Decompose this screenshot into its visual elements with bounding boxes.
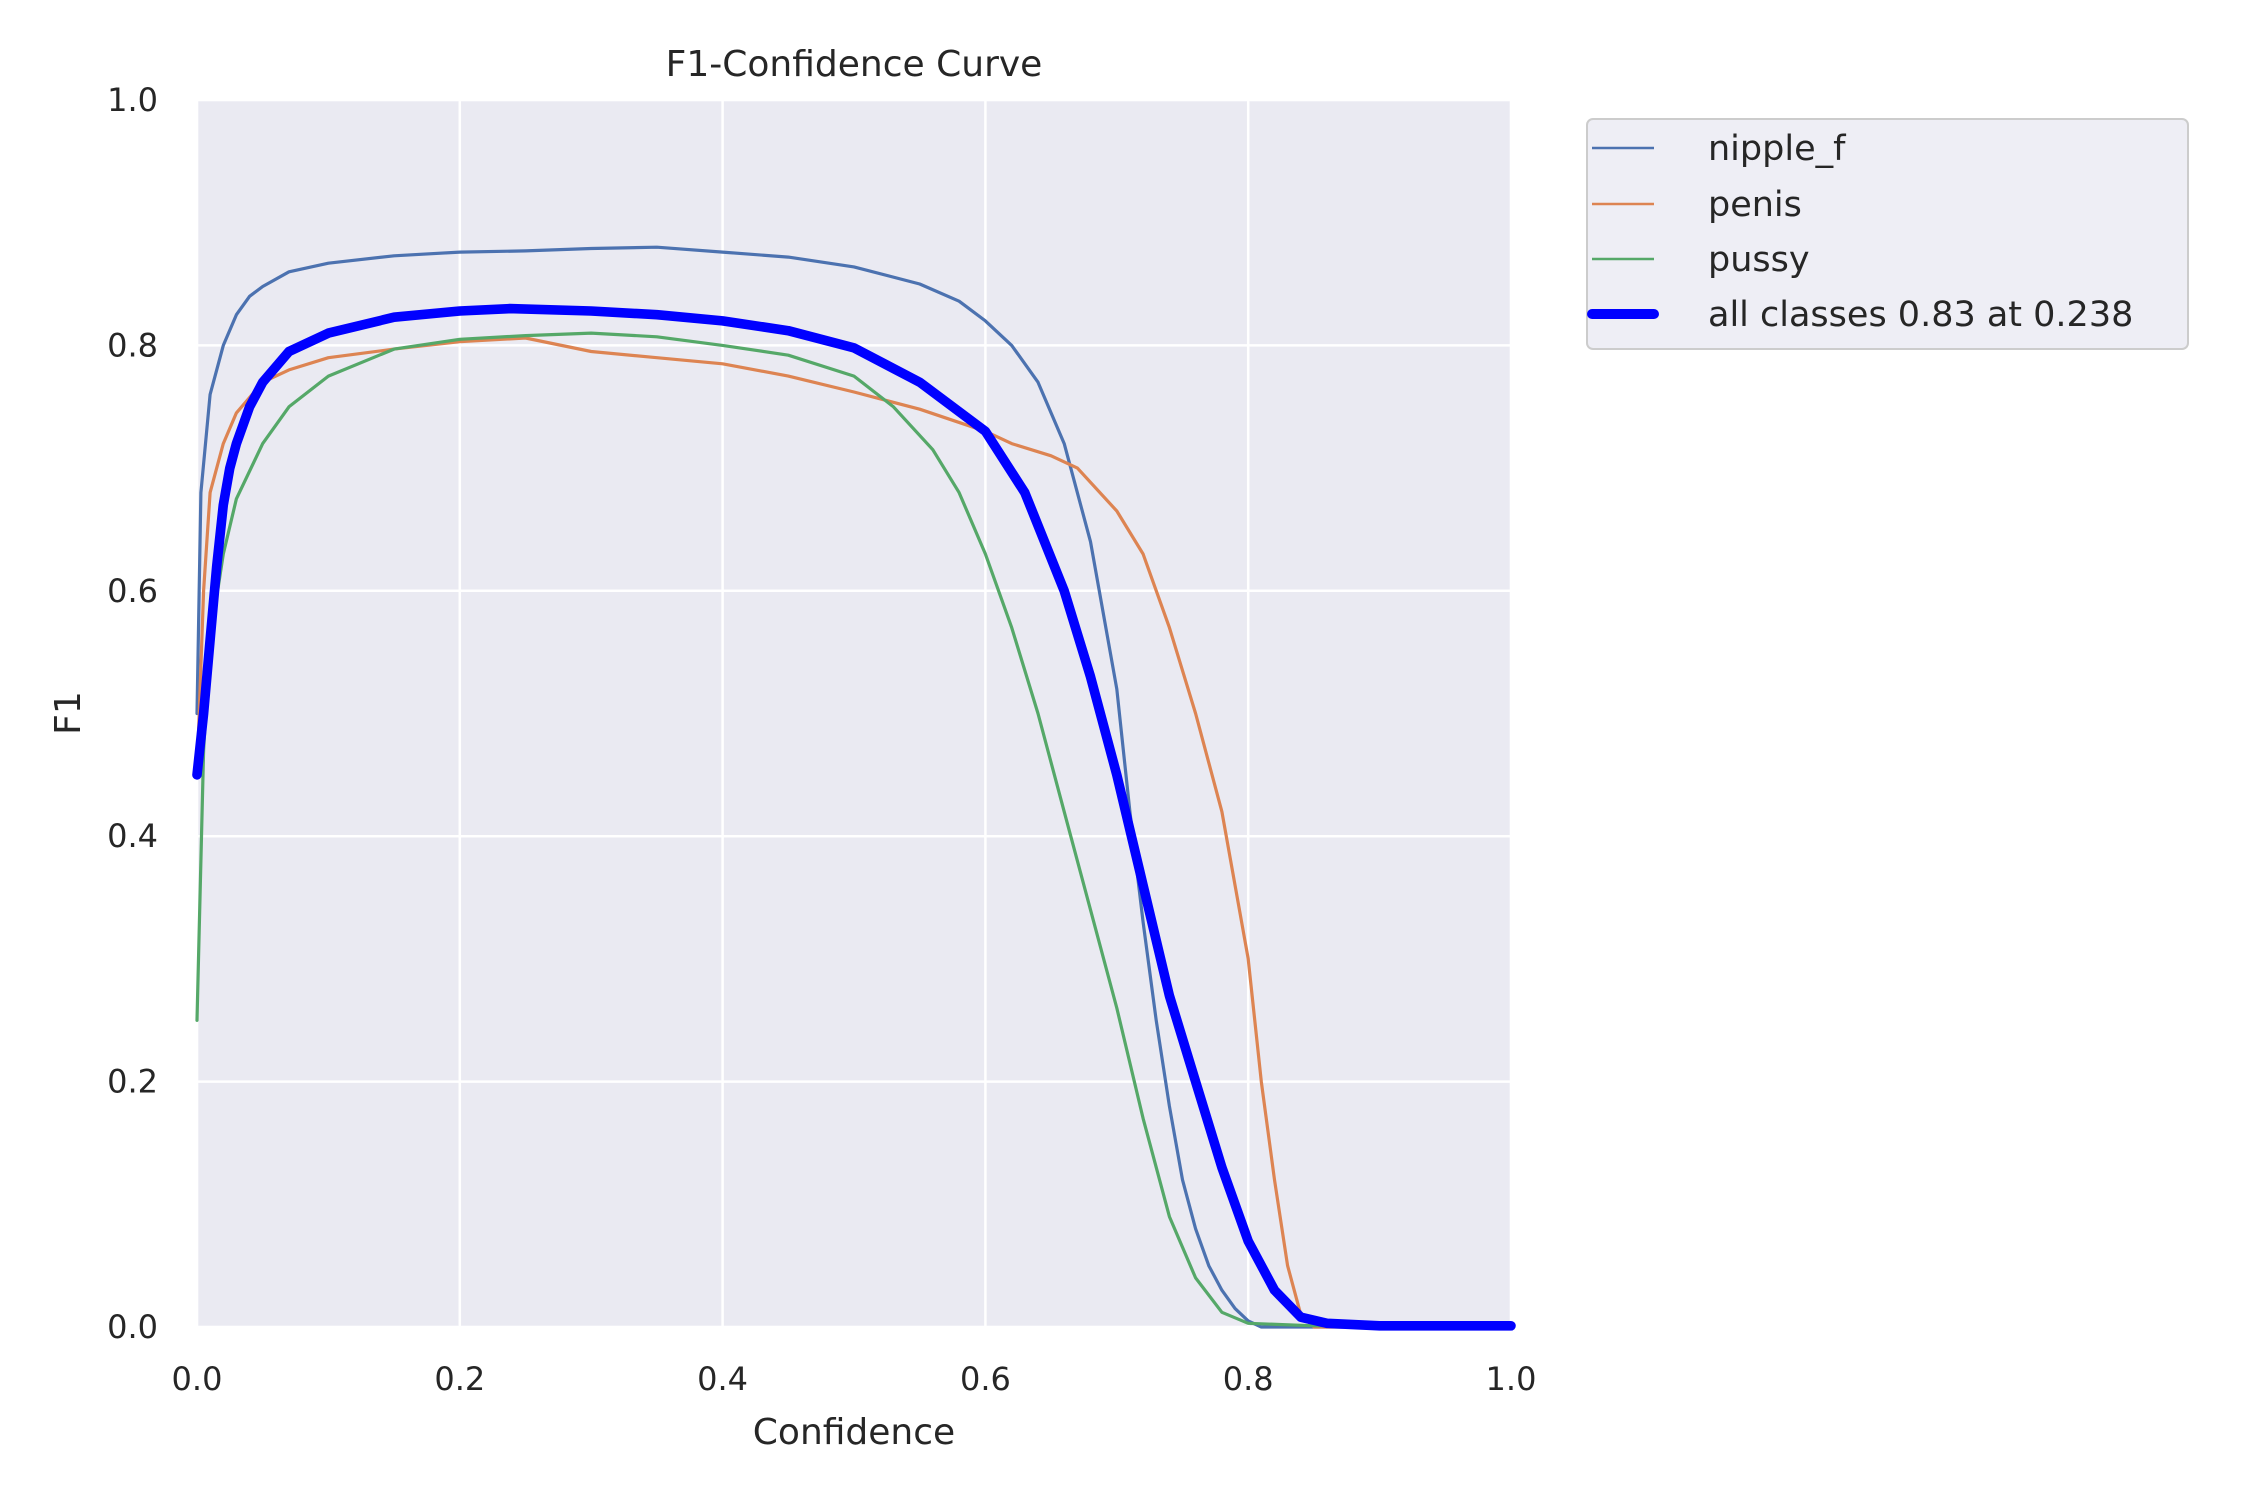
legend-label-pussy: pussy: [1708, 240, 1810, 280]
y-tick-label: 0.6: [107, 572, 158, 610]
legend-label-penis: penis: [1708, 185, 1802, 225]
x-tick-label: 0.4: [697, 1360, 748, 1398]
y-tick-label: 0.2: [107, 1063, 158, 1101]
y-tick-label: 0.4: [107, 817, 158, 855]
chart-title: F1-Confidence Curve: [666, 44, 1043, 85]
legend-item-all-classes: all classes 0.83 at 0.238: [1587, 295, 2133, 335]
series-line-pussy: [195, 331, 1513, 1328]
x-tick-label: 0.6: [960, 1360, 1011, 1398]
legend-label-all-classes: all classes 0.83 at 0.238: [1708, 295, 2133, 335]
y-tick-label: 0.0: [107, 1308, 158, 1346]
legend-item-nipple-f: nipple_f: [1592, 129, 1846, 169]
series-line-nipple-f: [195, 245, 1513, 1329]
legend-frame: [1586, 118, 2189, 350]
x-tick-label: 0.2: [434, 1360, 485, 1398]
legend-item-pussy: pussy: [1592, 240, 1810, 280]
y-tick-labels: 0.0 0.2 0.4 0.6 0.8 1.0: [107, 81, 158, 1346]
x-tick-label: 0.0: [172, 1360, 223, 1398]
series-line-all: [192, 303, 1516, 1331]
x-tick-label: 0.8: [1223, 1360, 1274, 1398]
legend-label-nipple-f: nipple_f: [1708, 129, 1846, 169]
y-tick-label: 0.8: [107, 326, 158, 364]
y-axis-label: F1: [48, 691, 89, 735]
legend-item-penis: penis: [1592, 185, 1802, 225]
x-tick-labels: 0.0 0.2 0.4 0.6 0.8 1.0: [172, 1360, 1537, 1398]
legend: nipple_f penis pussy all classes 0.83 at…: [1586, 118, 2189, 350]
y-tick-label: 1.0: [107, 81, 158, 119]
plot-area: [197, 100, 1511, 1327]
x-axis-label: Confidence: [753, 1412, 955, 1453]
series-layer: [192, 245, 1516, 1331]
x-tick-label: 1.0: [1486, 1360, 1537, 1398]
